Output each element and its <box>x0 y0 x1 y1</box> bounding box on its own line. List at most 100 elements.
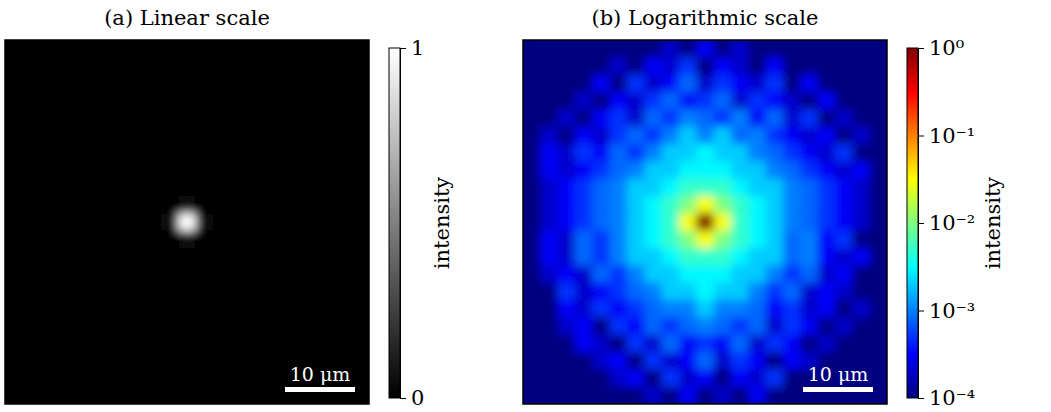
heatmap-cell <box>818 161 836 179</box>
heatmap-cell <box>57 92 75 110</box>
heatmap-cell <box>126 75 144 93</box>
heatmap-cell <box>696 335 714 353</box>
heatmap-cell <box>748 300 766 318</box>
heatmap-cell <box>575 75 593 93</box>
heatmap-cell <box>870 196 887 214</box>
heatmap-cell <box>178 335 196 353</box>
colorbar-axis-line <box>401 49 407 399</box>
heatmap-cell <box>575 92 593 110</box>
heatmap-cell <box>696 127 714 145</box>
heatmap-cell <box>662 144 680 162</box>
heatmap-cell <box>144 300 162 318</box>
heatmap-cell <box>800 231 818 249</box>
heatmap-cell <box>731 127 749 145</box>
heatmap-cell <box>766 213 784 231</box>
heatmap-cell <box>74 213 92 231</box>
heatmap-cell <box>282 248 300 266</box>
heatmap-cell <box>282 109 300 127</box>
heatmap-cell <box>783 40 801 58</box>
heatmap-cell <box>248 127 266 145</box>
heatmap-cell <box>317 300 335 318</box>
heatmap-cell <box>748 40 766 58</box>
heatmap-cell <box>540 283 558 301</box>
heatmap-cell <box>282 75 300 93</box>
heatmap-cell <box>230 369 248 387</box>
heatmap-cell <box>575 179 593 197</box>
heatmap-cell <box>92 283 110 301</box>
heatmap-cell <box>748 144 766 162</box>
colorbar-tick-label: 1 <box>411 36 424 60</box>
heatmap-cell <box>818 92 836 110</box>
heatmap-cell <box>558 265 576 283</box>
heatmap-cell <box>265 179 283 197</box>
heatmap-cell <box>5 335 23 353</box>
heatmap-cell <box>109 317 127 335</box>
heatmap-cell <box>835 265 853 283</box>
heatmap-cell <box>800 196 818 214</box>
heatmap-cell <box>610 75 628 93</box>
heatmap-cell <box>230 75 248 93</box>
heatmap-cell <box>196 161 214 179</box>
heatmap-cell <box>230 127 248 145</box>
heatmap-cell <box>662 317 680 335</box>
heatmap-cell <box>592 109 610 127</box>
heatmap-cell <box>696 144 714 162</box>
heatmap-cell <box>265 196 283 214</box>
heatmap-cell <box>40 144 58 162</box>
heatmap-cell <box>109 335 127 353</box>
heatmap-cell <box>161 369 179 387</box>
heatmap-cell <box>109 231 127 249</box>
heatmap-cell <box>248 144 266 162</box>
heatmap-cell <box>317 144 335 162</box>
heatmap-cell <box>92 352 110 370</box>
heatmap-cell <box>540 335 558 353</box>
heatmap-cell <box>213 335 231 353</box>
colorbar-tick-mark <box>918 311 924 312</box>
heatmap-cell <box>783 317 801 335</box>
heatmap-cell <box>523 335 541 353</box>
heatmap-cell <box>22 144 40 162</box>
heatmap-cell <box>818 57 836 75</box>
heatmap-cell <box>57 127 75 145</box>
heatmap-cell <box>748 213 766 231</box>
heatmap-cell <box>731 57 749 75</box>
heatmap-cell <box>161 317 179 335</box>
heatmap-cell <box>248 75 266 93</box>
heatmap-cell <box>5 352 23 370</box>
heatmap-cell <box>22 352 40 370</box>
heatmap-cell <box>161 352 179 370</box>
heatmap-cell <box>248 179 266 197</box>
heatmap-cell <box>575 57 593 75</box>
heatmap-cell <box>40 317 58 335</box>
heatmap-cell <box>230 196 248 214</box>
heatmap-cell <box>334 317 352 335</box>
heatmap-cell <box>334 300 352 318</box>
heatmap-cell <box>818 127 836 145</box>
heatmap-cell <box>662 248 680 266</box>
heatmap-cell <box>575 300 593 318</box>
heatmap-cell <box>783 283 801 301</box>
heatmap-cell <box>144 231 162 249</box>
heatmap-cell <box>109 283 127 301</box>
colorbar-tick: 10⁻² <box>918 211 975 235</box>
heatmap-cell <box>748 196 766 214</box>
heatmap-cell <box>334 109 352 127</box>
heatmap-cell <box>523 109 541 127</box>
colorbar-axis: 10⁻⁴10⁻³10⁻²10⁻¹10⁰ <box>918 36 975 410</box>
heatmap-cell <box>558 335 576 353</box>
heatmap-cell <box>610 196 628 214</box>
heatmap-cell <box>731 265 749 283</box>
heatmap-cell <box>766 248 784 266</box>
heatmap-cell <box>40 248 58 266</box>
heatmap-cell <box>731 40 749 58</box>
heatmap-cell <box>22 92 40 110</box>
heatmap-cell <box>352 352 369 370</box>
heatmap-cell <box>783 57 801 75</box>
heatmap-cell <box>196 369 214 387</box>
heatmap-cell <box>627 369 645 387</box>
heatmap-cell <box>714 335 732 353</box>
heatmap-cell <box>57 231 75 249</box>
heatmap-cell <box>644 161 662 179</box>
heatmap-cell <box>265 144 283 162</box>
heatmap-cell <box>22 265 40 283</box>
